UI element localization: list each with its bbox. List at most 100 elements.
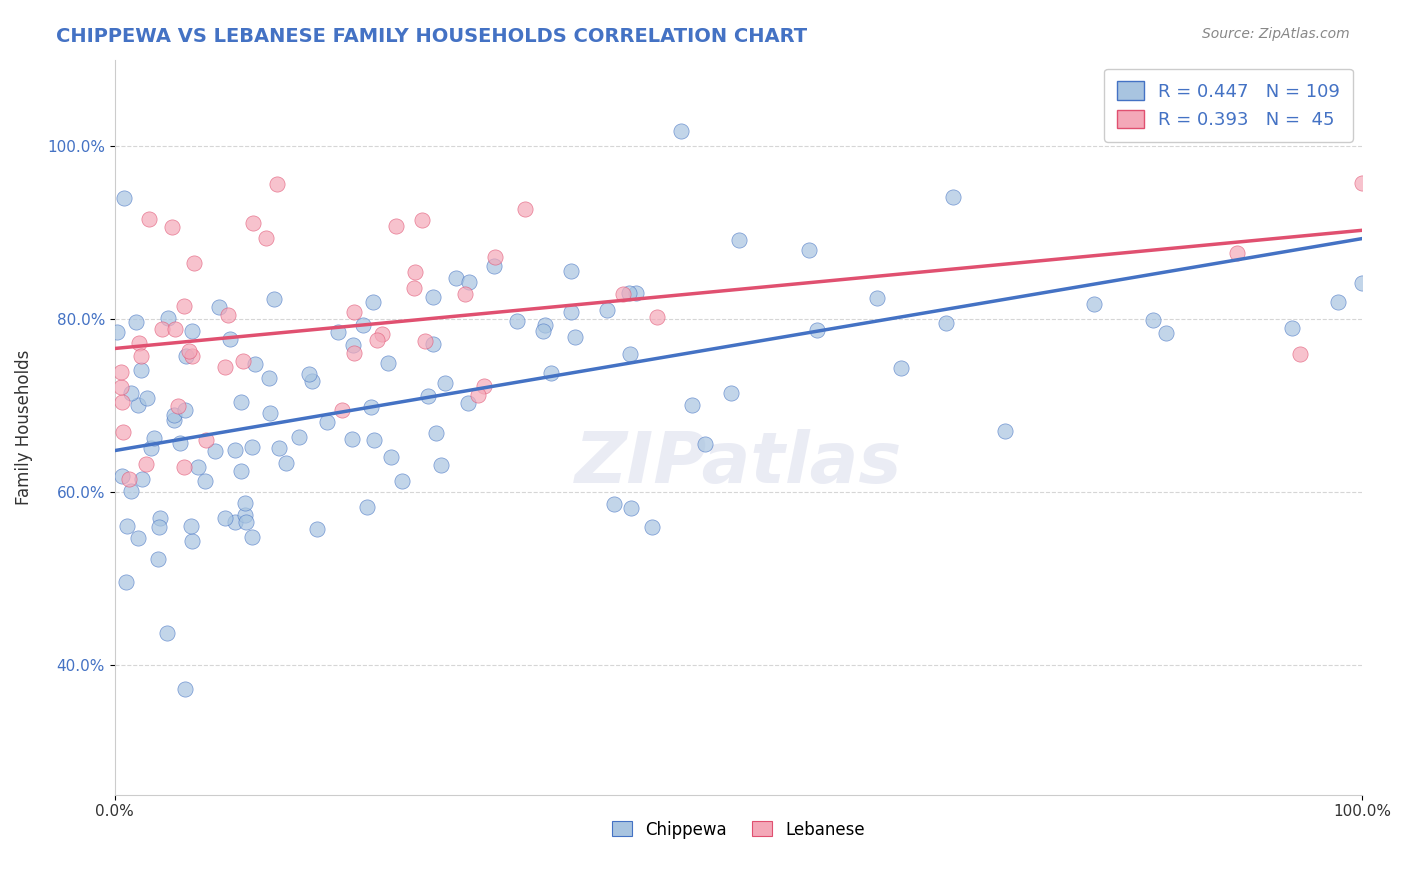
Point xyxy=(404,265,426,279)
Point xyxy=(240,440,263,454)
Legend: Chippewa, Lebanese: Chippewa, Lebanese xyxy=(605,814,872,846)
Point xyxy=(263,292,285,306)
Point xyxy=(727,233,749,247)
Point xyxy=(366,333,388,347)
Point xyxy=(183,256,205,270)
Point xyxy=(166,399,188,413)
Point xyxy=(619,286,641,301)
Point xyxy=(266,177,288,191)
Point xyxy=(233,496,256,510)
Point xyxy=(352,318,374,332)
Point xyxy=(391,474,413,488)
Point xyxy=(370,327,392,342)
Point xyxy=(243,357,266,371)
Point xyxy=(254,231,277,245)
Point xyxy=(482,259,505,273)
Point xyxy=(146,552,169,566)
Point xyxy=(342,432,364,446)
Point xyxy=(194,475,217,489)
Text: CHIPPEWA VS LEBANESE FAMILY HOUSEHOLDS CORRELATION CHART: CHIPPEWA VS LEBANESE FAMILY HOUSEHOLDS C… xyxy=(56,27,807,45)
Point xyxy=(127,398,149,412)
Point xyxy=(114,574,136,589)
Point xyxy=(458,275,481,289)
Point xyxy=(173,300,195,314)
Point xyxy=(163,413,186,427)
Point xyxy=(866,291,889,305)
Point xyxy=(163,322,186,336)
Point xyxy=(128,335,150,350)
Point xyxy=(380,450,402,464)
Point xyxy=(298,367,321,381)
Point xyxy=(124,316,146,330)
Point xyxy=(110,379,132,393)
Point xyxy=(218,332,240,346)
Point xyxy=(231,395,253,409)
Point xyxy=(224,443,246,458)
Point xyxy=(135,457,157,471)
Point xyxy=(564,329,586,343)
Point xyxy=(411,213,433,227)
Point xyxy=(316,416,339,430)
Point xyxy=(232,354,254,368)
Point xyxy=(217,308,239,322)
Y-axis label: Family Households: Family Households xyxy=(15,350,32,505)
Point xyxy=(513,202,536,217)
Point xyxy=(112,191,135,205)
Point xyxy=(330,402,353,417)
Point xyxy=(595,302,617,317)
Point xyxy=(105,325,128,339)
Point xyxy=(156,625,179,640)
Point xyxy=(224,516,246,530)
Point xyxy=(1083,296,1105,310)
Point xyxy=(641,520,664,534)
Point xyxy=(669,124,692,138)
Point xyxy=(267,441,290,455)
Point xyxy=(472,379,495,393)
Point xyxy=(560,305,582,319)
Point xyxy=(612,286,634,301)
Point xyxy=(1288,347,1310,361)
Point xyxy=(118,472,141,486)
Point xyxy=(342,338,364,352)
Point xyxy=(174,350,197,364)
Point xyxy=(111,468,134,483)
Point xyxy=(240,530,263,544)
Point xyxy=(533,318,555,333)
Point xyxy=(233,508,256,522)
Point xyxy=(129,349,152,363)
Point xyxy=(416,389,439,403)
Point xyxy=(231,463,253,477)
Point xyxy=(356,500,378,514)
Point xyxy=(422,337,444,351)
Point xyxy=(136,392,159,406)
Point xyxy=(430,458,453,472)
Point xyxy=(160,219,183,234)
Point xyxy=(149,511,172,525)
Point xyxy=(343,305,366,319)
Point xyxy=(361,294,384,309)
Text: ZIPatlas: ZIPatlas xyxy=(575,429,903,499)
Point xyxy=(434,376,457,390)
Point xyxy=(422,290,444,304)
Point xyxy=(797,244,820,258)
Point xyxy=(110,365,132,379)
Point xyxy=(1281,320,1303,334)
Point xyxy=(276,456,298,470)
Point xyxy=(235,516,257,530)
Text: Source: ZipAtlas.com: Source: ZipAtlas.com xyxy=(1202,27,1350,41)
Point xyxy=(156,311,179,326)
Point xyxy=(152,322,174,336)
Point xyxy=(994,425,1017,439)
Point xyxy=(619,347,641,361)
Point xyxy=(301,374,323,388)
Point xyxy=(204,443,226,458)
Point xyxy=(131,363,153,377)
Point xyxy=(181,324,204,338)
Point xyxy=(363,434,385,448)
Point xyxy=(1327,294,1350,309)
Point xyxy=(139,442,162,456)
Point xyxy=(163,408,186,422)
Point xyxy=(681,398,703,412)
Point xyxy=(647,310,669,324)
Point xyxy=(131,472,153,486)
